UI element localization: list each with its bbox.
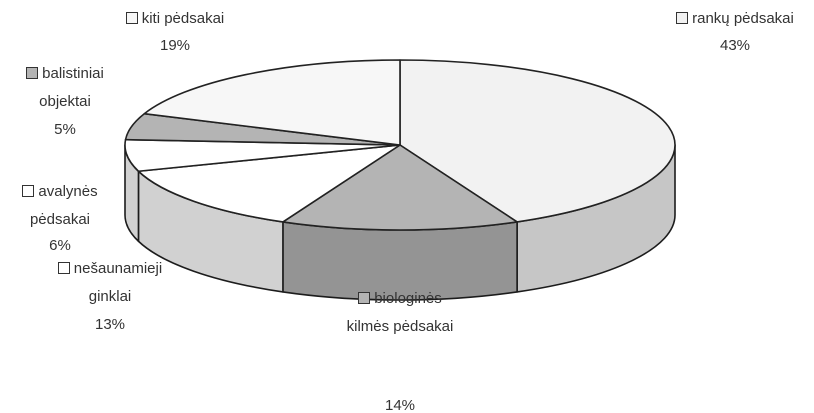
legend-swatch — [358, 292, 371, 304]
slice-label: balistiniai objektai — [10, 60, 120, 116]
legend-swatch — [125, 12, 138, 24]
value-label: 13% — [94, 316, 126, 333]
slice-label: rankų pėdsakai — [650, 5, 814, 33]
slice — [143, 59, 401, 146]
value-label: 6% — [49, 237, 71, 254]
value-label: 19% — [159, 37, 191, 54]
slice — [282, 144, 518, 231]
slice-label: avalynės pėdsakai — [5, 178, 115, 234]
slice — [137, 144, 401, 223]
category-name: biologinės kilmės pėdsakai — [346, 290, 454, 335]
category-name: kiti pėdsakai — [141, 10, 225, 27]
value-label: 5% — [54, 121, 76, 138]
category-name: avalynės pėdsakai — [29, 183, 98, 228]
legend-swatch — [22, 185, 35, 197]
slice-label: kiti pėdsakai — [100, 5, 250, 33]
slice-label: nešaunamieji ginklai — [35, 255, 185, 311]
category-name: balistiniai objektai — [39, 65, 104, 110]
category-name: rankų pėdsakai — [692, 10, 794, 27]
legend-swatch — [676, 12, 689, 24]
slice-label: biologinės kilmės pėdsakai — [345, 285, 455, 341]
legend-swatch — [26, 67, 39, 79]
category-name: nešaunamieji ginklai — [73, 260, 163, 305]
value-label: 14% — [384, 397, 416, 413]
slice — [399, 59, 676, 223]
legend-swatch — [57, 262, 70, 274]
value-label: 43% — [719, 37, 751, 54]
